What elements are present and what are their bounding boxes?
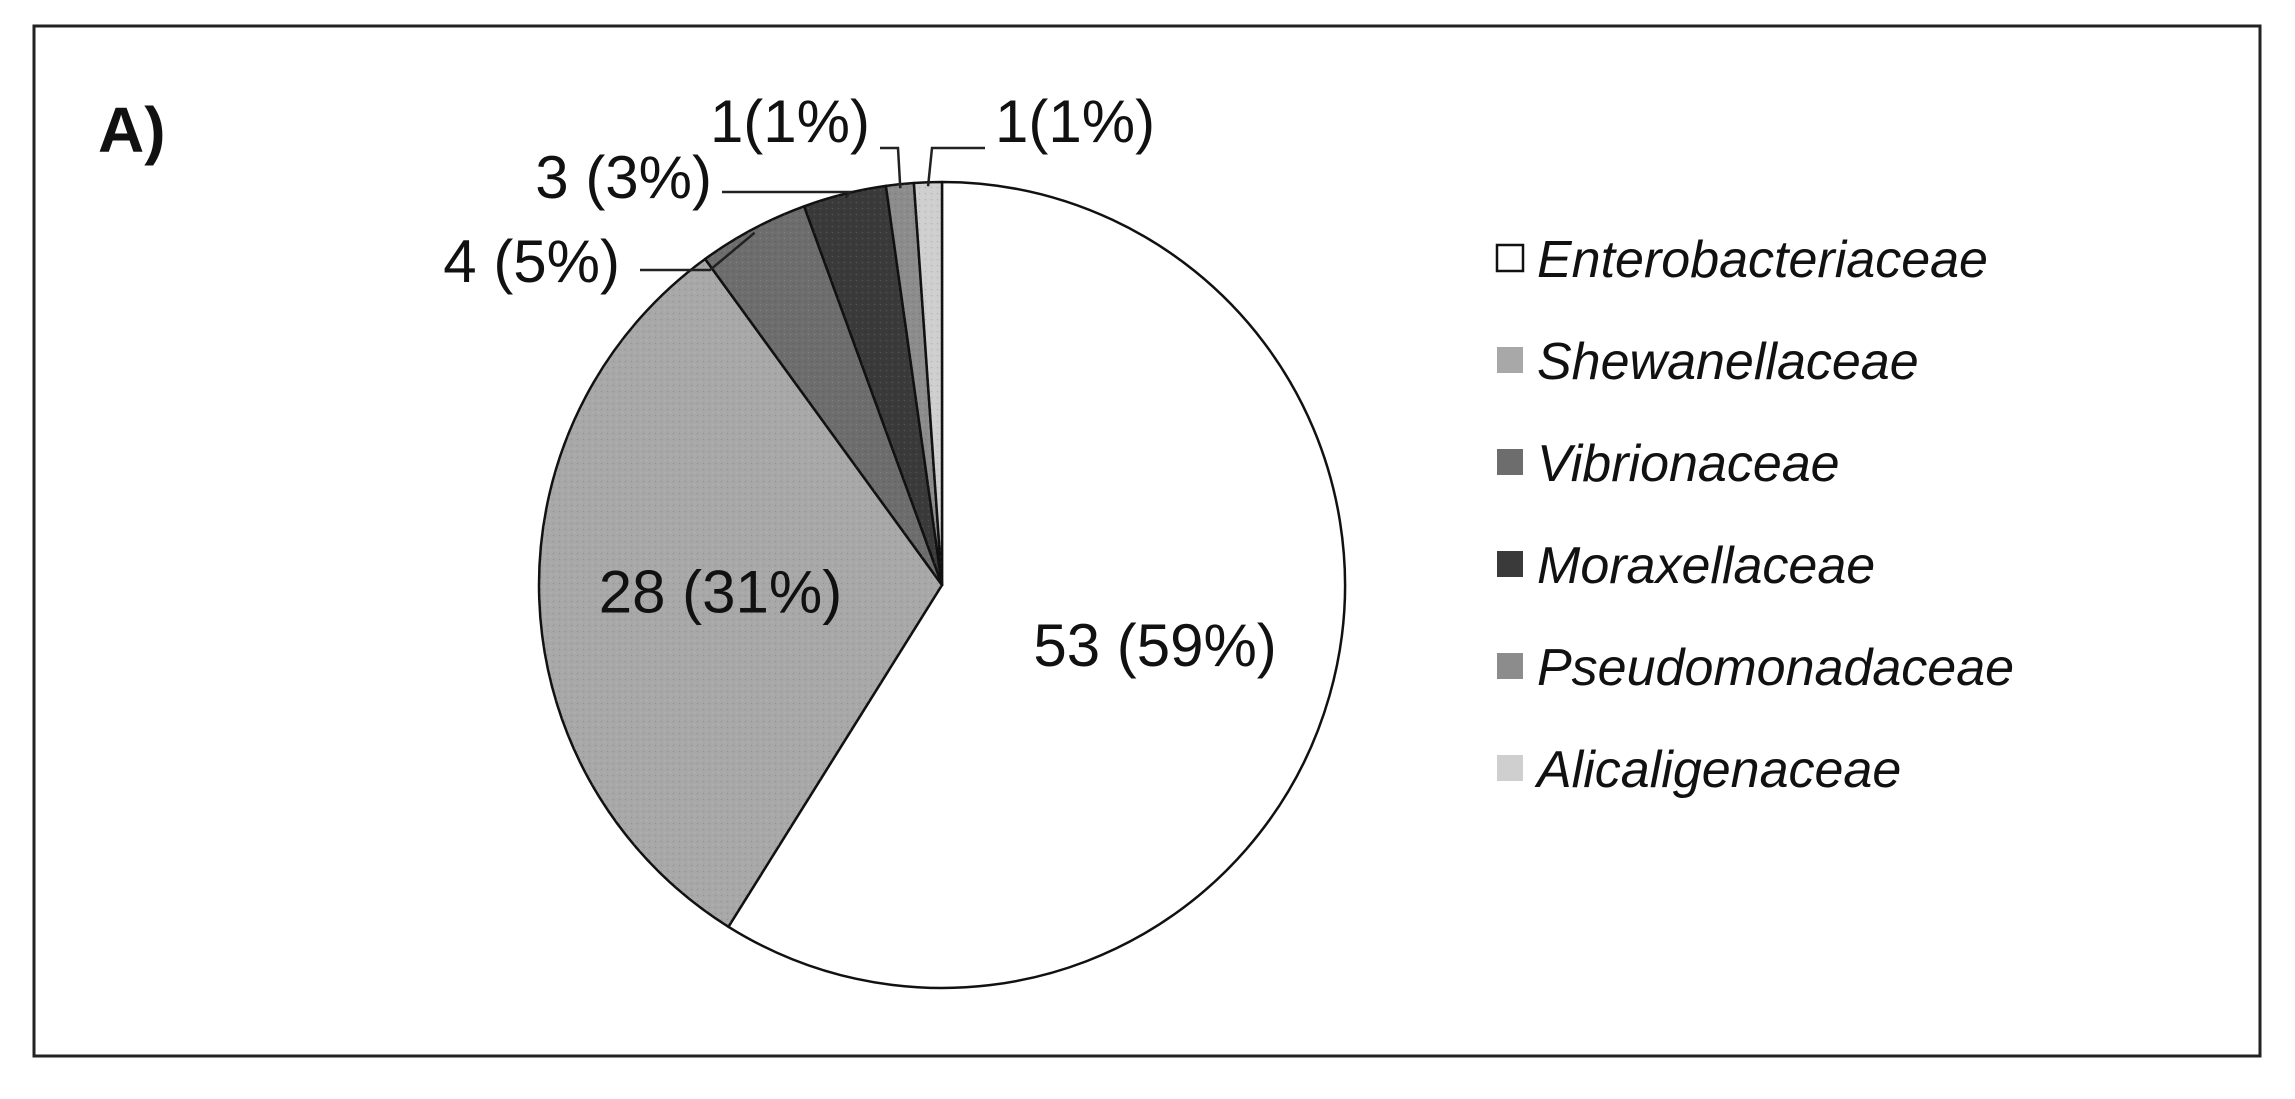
pie-slice-texture-alicaligenaceae xyxy=(913,182,942,585)
legend-label-pseudomonadaceae: Pseudomonadaceae xyxy=(1537,639,2014,697)
legend: Enterobacteriaceae Shewanellaceae Vibriona… xyxy=(1495,231,2014,799)
pie-slice-texture-shewanellaceae xyxy=(539,258,942,927)
legend-swatch-pseudomonadaceae xyxy=(1497,653,1523,679)
slice-label-moraxellaceae: 3 (3%) xyxy=(535,144,712,211)
legend-label-moraxellaceae: Moraxellaceae xyxy=(1537,537,1875,595)
pie-slice-texture-vibrionaceae xyxy=(705,206,942,585)
pie-slice-enterobacteriaceae xyxy=(727,180,1347,990)
legend-label-alicaligenaceae: Alicaligenaceae xyxy=(1534,741,1901,799)
legend-swatch-enterobacteriaceae xyxy=(1495,243,1525,273)
panel-label: A) xyxy=(98,94,166,166)
legend-label-enterobacteriaceae: Enterobacteriaceae xyxy=(1537,231,1988,289)
legend-swatch-moraxellaceae xyxy=(1497,551,1523,577)
leader-line-vibrionaceae xyxy=(640,231,756,272)
legend-swatch-shewanellaceae xyxy=(1497,347,1523,373)
slice-label-enterobacteriaceae: 53 (59%) xyxy=(1033,612,1276,679)
slice-labels: 53 (59%)28 (31%)4 (5%)3 (3%)1(1%) 1(1%) xyxy=(443,88,1277,679)
leader-line-pseudomonadaceae xyxy=(880,146,902,189)
leader-line-alicaligenaceae xyxy=(926,146,985,187)
legend-label-vibrionaceae: Vibrionaceae xyxy=(1537,435,1840,493)
leader-line-moraxellaceae xyxy=(722,190,853,199)
legend-swatch-alicaligenaceae xyxy=(1497,755,1523,781)
slice-label-vibrionaceae: 4 (5%) xyxy=(443,228,620,295)
slice-label-alicaligenaceae: 1(1%) xyxy=(995,88,1155,155)
legend-swatch-vibrionaceae xyxy=(1497,449,1523,475)
pie-slice-texture-moraxellaceae xyxy=(804,185,942,585)
pie-slices xyxy=(537,180,1347,990)
slice-label-pseudomonadaceae: 1(1%) xyxy=(710,88,870,155)
slice-label-shewanellaceae: 28 (31%) xyxy=(599,559,842,626)
legend-label-shewanellaceae: Shewanellaceae xyxy=(1537,333,1919,391)
pie-slice-texture-pseudomonadaceae xyxy=(885,182,942,585)
